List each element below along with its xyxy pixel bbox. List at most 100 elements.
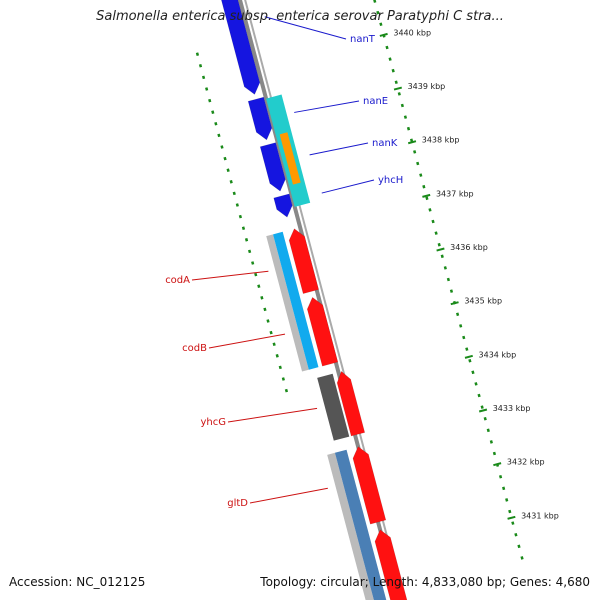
- tick-dot: [272, 342, 276, 346]
- gene-label-gltD: gltD: [227, 498, 248, 509]
- tick-dot: [474, 382, 478, 386]
- gene-label-nanE: nanE: [363, 96, 388, 107]
- gene-arrow-nanE: [247, 96, 273, 141]
- kbp-label: 3435 kbp: [464, 297, 502, 306]
- tick-dot: [235, 203, 239, 207]
- gene-arrow-codB: [306, 296, 339, 367]
- tick-dot: [400, 103, 404, 108]
- tick-dot: [428, 208, 432, 212]
- tick-dot: [505, 498, 509, 502]
- tick-dot: [419, 173, 423, 177]
- tick-dot: [446, 277, 450, 282]
- tick-dot: [226, 168, 230, 172]
- tick-dot: [244, 238, 249, 242]
- tick-dot: [217, 133, 221, 138]
- gene-features: [221, 0, 409, 604]
- tick-dot: [248, 249, 252, 254]
- tick-dot: [205, 87, 209, 91]
- tick-dot: [388, 57, 392, 61]
- tick-dot: [394, 80, 398, 85]
- tick-dot: [434, 231, 438, 235]
- tick-dot: [397, 92, 401, 96]
- gene-arrow-yhcG: [336, 370, 366, 437]
- tick-dot: [208, 98, 212, 103]
- tick-dot: [198, 64, 203, 68]
- tick-dot: [517, 544, 521, 549]
- topology-value: circular;: [320, 575, 369, 589]
- length-value: 4,833,080 bp;: [421, 575, 507, 589]
- tick-dot: [489, 440, 493, 444]
- kbp-label: 3436 kbp: [450, 243, 488, 252]
- accession-value: NC_012125: [76, 575, 146, 589]
- leader-line-nanT: [264, 16, 347, 40]
- gene-arrow-nanT: [221, 0, 261, 95]
- tick-dot: [385, 45, 389, 50]
- leader-line-nanE: [294, 100, 360, 113]
- tick-dot: [486, 428, 490, 433]
- gene-label-codA: codA: [165, 275, 190, 286]
- tick-dot: [223, 156, 227, 161]
- gene-label-nanT: nanT: [350, 34, 376, 45]
- tick-dot: [492, 451, 497, 456]
- tick-dot: [456, 312, 460, 317]
- tick-dot: [471, 370, 475, 375]
- kbp-tick: [450, 301, 459, 306]
- tick-dot: [431, 219, 435, 224]
- leader-line-yhcH: [321, 179, 375, 194]
- tick-dot: [379, 22, 383, 27]
- gene-bar-gltD: [334, 449, 388, 604]
- kbp-tick: [422, 193, 431, 198]
- tick-dot: [241, 226, 246, 230]
- tick-dot: [373, 0, 377, 3]
- map-title: Salmonella enterica subsp. enterica sero…: [96, 9, 504, 24]
- tick-dot: [201, 75, 206, 80]
- kbp-label: 3437 kbp: [436, 189, 474, 198]
- tick-dot: [465, 347, 469, 351]
- tick-dot: [416, 161, 420, 166]
- gene-bar-codB: [273, 231, 319, 370]
- tick-dot: [508, 509, 512, 514]
- leader-line-nanK: [309, 142, 369, 156]
- kbp-tick: [436, 247, 445, 252]
- tick-dot: [511, 521, 515, 525]
- kbp-label: 3439 kbp: [408, 82, 446, 91]
- tick-dot: [437, 242, 441, 247]
- genes-label: Genes:: [509, 575, 552, 589]
- gene-label-nanK: nanK: [372, 138, 398, 149]
- tick-dot: [459, 324, 463, 328]
- kbp-label: 3431 kbp: [521, 511, 559, 520]
- gene-bar-orange: [279, 132, 301, 185]
- gene-arrow-yhcH: [273, 193, 293, 218]
- tick-dot: [391, 68, 395, 73]
- kbp-tick: [379, 32, 388, 37]
- sequence-info: Topology: circular; Length: 4,833,080 bp…: [260, 575, 590, 589]
- topology-label: Topology:: [260, 575, 317, 589]
- kbp-tick: [464, 354, 473, 359]
- kbp-label: 3440 kbp: [393, 28, 431, 37]
- kbp-tick: [478, 408, 488, 413]
- accession-label: Accession:: [9, 575, 73, 589]
- tick-dot: [214, 122, 218, 126]
- tick-dot: [257, 284, 261, 288]
- gene-bar-yhcG: [317, 373, 350, 441]
- tick-dot: [483, 416, 487, 421]
- tick-dot: [266, 319, 270, 323]
- tick-dot: [211, 110, 215, 114]
- gene-bar-gray-light-2: [327, 452, 375, 604]
- backbone-line: [244, 0, 406, 604]
- accession-info: Accession: NC_012125: [9, 575, 145, 589]
- tick-dot: [278, 365, 282, 370]
- gene-arrow-gltD-2: [374, 529, 409, 604]
- tick-dot: [220, 145, 224, 149]
- tick-dot: [263, 307, 267, 312]
- kbp-label: 3434 kbp: [479, 350, 517, 359]
- kbp-tick: [493, 462, 502, 467]
- tick-dot: [449, 289, 454, 293]
- tick-dot: [425, 196, 429, 201]
- leader-line-yhcG: [227, 407, 318, 423]
- leader-line-gltD: [249, 487, 328, 504]
- gene-bar-gray-light: [266, 234, 309, 372]
